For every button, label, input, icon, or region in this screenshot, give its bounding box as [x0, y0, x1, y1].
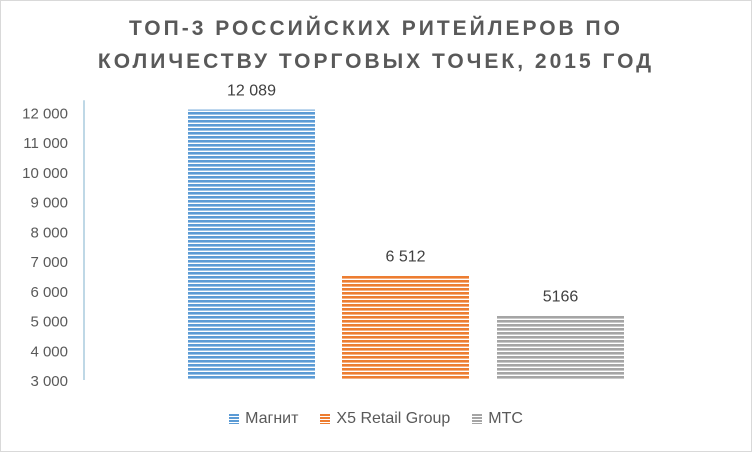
bar-2 [497, 315, 624, 380]
y-tick-label: 3 000 [30, 373, 68, 390]
y-tick-label: 6 000 [30, 284, 68, 301]
bar-0 [188, 109, 315, 381]
legend-item-mts: МТС [472, 410, 523, 428]
y-tick-label: 10 000 [22, 165, 68, 182]
legend-label-x5: X5 Retail Group [336, 410, 451, 427]
legend-item-magnit: Магнит [229, 410, 298, 428]
y-tick-label: 11 000 [23, 135, 68, 152]
y-tick-label: 12 000 [22, 105, 68, 122]
chart-title-line-2: КОЛИЧЕСТВУ ТОРГОВЫХ ТОЧЕК, 2015 ГОД [97, 50, 655, 73]
data-label-2: 5166 [543, 289, 579, 306]
y-tick-label: 5 000 [30, 314, 68, 331]
chart-title: ТОП-3 РОССИЙСКИХ РИТЕЙЛЕРОВ ПО КОЛИЧЕСТВ… [0, 12, 752, 78]
data-label-1: 6 512 [385, 249, 425, 266]
bar-1 [342, 275, 469, 380]
legend-swatch-mts [472, 414, 483, 424]
y-tick-label: 4 000 [30, 343, 68, 360]
legend-label-magnit: Магнит [245, 410, 299, 427]
legend-label-mts: МТС [488, 410, 523, 427]
y-tick-label: 7 000 [30, 254, 68, 271]
data-label-0: 12 089 [227, 83, 276, 100]
legend-swatch-magnit [229, 414, 240, 424]
y-tick-label: 9 000 [30, 195, 68, 212]
y-tick-label: 8 000 [30, 224, 68, 241]
legend-item-x5: X5 Retail Group [320, 410, 450, 428]
legend: Магнит X5 Retail Group МТС [0, 410, 752, 428]
chart-title-line-1: ТОП-3 РОССИЙСКИХ РИТЕЙЛЕРОВ ПО [128, 17, 623, 40]
legend-swatch-x5 [320, 414, 331, 424]
